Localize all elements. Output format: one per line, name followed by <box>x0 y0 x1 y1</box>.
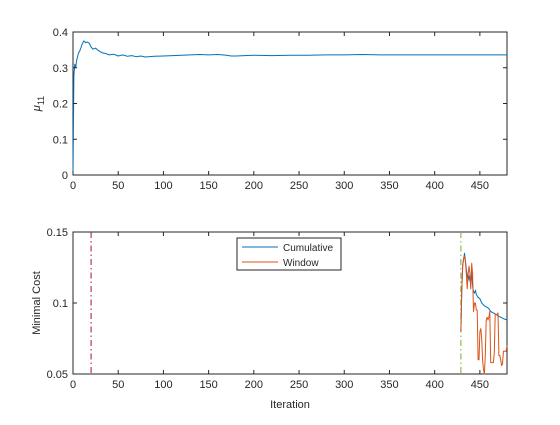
y-tick-label: 0 <box>62 170 68 182</box>
window-series-line <box>460 255 508 375</box>
x-tick-label: 150 <box>199 379 217 391</box>
y-tick-label: 0.15 <box>47 227 68 239</box>
x-tick-label: 50 <box>112 379 124 391</box>
x-tick-label: 200 <box>245 180 263 192</box>
legend-label: Cumulative <box>283 243 333 254</box>
x-tick-label: 450 <box>471 180 489 192</box>
x-tick-label: 50 <box>112 180 124 192</box>
x-tick-label: 150 <box>199 180 217 192</box>
x-tick-label: 300 <box>335 180 353 192</box>
legend-label: Window <box>283 258 319 269</box>
bottom-series-group <box>460 252 508 375</box>
top-y-ticks: 0 0.1 0.2 0.3 0.4 <box>53 27 507 182</box>
y-tick-label: 0.05 <box>47 369 68 381</box>
x-tick-label: 450 <box>471 379 489 391</box>
bottom-x-ticks: 0 50 100 150 200 250 300 350 400 450 <box>70 232 489 391</box>
y-tick-label: 0.1 <box>53 298 68 310</box>
x-tick-label: 250 <box>290 379 308 391</box>
top-y-axis-label-symbol: μ <box>31 105 43 112</box>
legend-box <box>236 237 342 271</box>
x-tick-label: 300 <box>335 379 353 391</box>
series-line <box>72 40 507 176</box>
x-tick-label: 400 <box>425 180 443 192</box>
x-tick-label: 200 <box>245 379 263 391</box>
bottom-axes: 0 50 100 150 200 250 300 350 400 450 0.050.10.15 … <box>31 227 508 411</box>
bottom-x-axis-label: Iteration <box>270 399 310 411</box>
x-tick-label: 400 <box>425 379 443 391</box>
top-series-group <box>72 40 507 176</box>
y-tick-label: 0.3 <box>53 63 68 75</box>
x-tick-label: 250 <box>290 180 308 192</box>
bottom-vertical-lines <box>90 232 462 374</box>
x-tick-label: 0 <box>70 379 76 391</box>
bottom-y-axis-label: Minimal Cost <box>31 271 43 335</box>
x-tick-label: 100 <box>154 379 172 391</box>
y-tick-label: 0.2 <box>53 99 68 111</box>
top-x-ticks: 0 50 100 150 200 250 300 350 400 450 <box>70 32 489 192</box>
x-tick-label: 100 <box>154 180 172 192</box>
x-tick-label: 350 <box>380 379 398 391</box>
y-tick-label: 0.1 <box>53 134 68 146</box>
top-y-axis-label-subscript: 11 <box>36 96 46 105</box>
x-tick-label: 0 <box>70 180 76 192</box>
y-tick-label: 0.4 <box>53 27 68 39</box>
top-axes-box <box>72 31 508 176</box>
top-axes: 0 50 100 150 200 250 300 350 400 450 0 0.1 0.2 0.3 0.… <box>31 27 508 192</box>
x-tick-label: 350 <box>380 180 398 192</box>
top-y-axis-label: μ11 <box>31 96 46 112</box>
bottom-y-ticks: 0.05 0.1 0.15 <box>47 227 507 381</box>
legend: Cumulative Window <box>236 237 342 271</box>
